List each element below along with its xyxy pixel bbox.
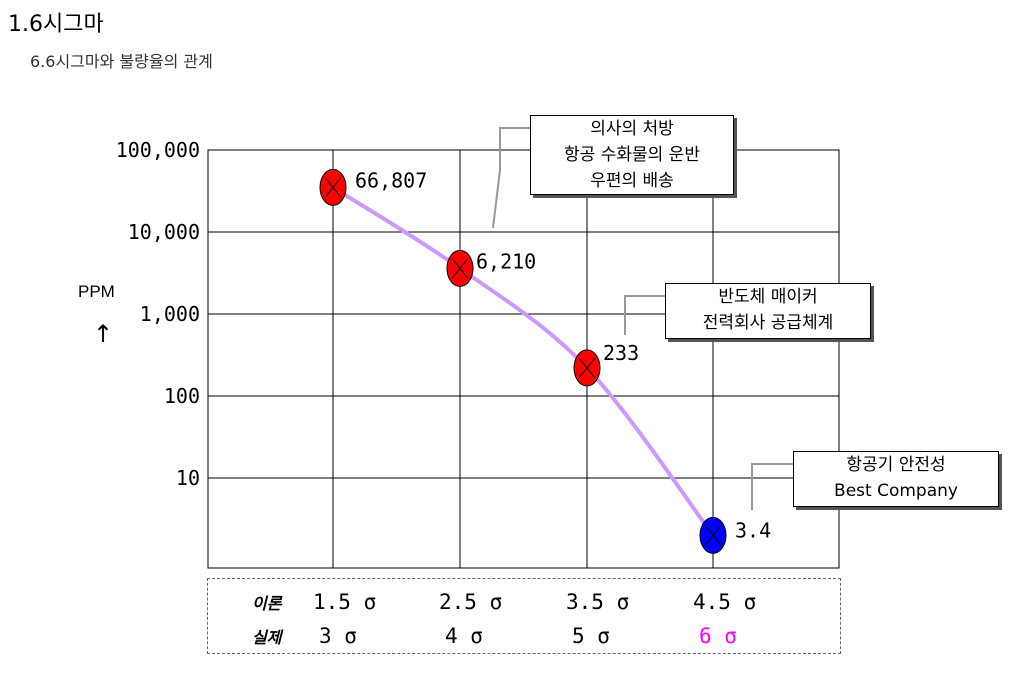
callout-line: Best Company bbox=[834, 481, 958, 501]
y-axis-arrow: ↑ bbox=[93, 320, 114, 348]
y-tick-label: 1,000 bbox=[140, 302, 200, 326]
page-title: 1.6시그마 bbox=[8, 12, 104, 37]
data-points bbox=[319, 168, 727, 554]
actual-row-label: 실제 bbox=[252, 628, 282, 647]
callout-line: 반도체 매이커 bbox=[718, 287, 818, 307]
callout-line: 우편의 배송 bbox=[590, 171, 674, 191]
callout-leader bbox=[624, 295, 665, 335]
y-tick-label: 100 bbox=[164, 384, 200, 408]
theory-row-label: 이론 bbox=[252, 594, 282, 613]
data-point-marker bbox=[573, 349, 601, 387]
actual-sigma: 5 σ bbox=[572, 624, 610, 648]
theory-sigma: 1.5 σ bbox=[313, 590, 377, 614]
data-label: 66,807 bbox=[355, 168, 427, 192]
point-cross bbox=[324, 177, 342, 198]
chart-grid bbox=[207, 149, 840, 569]
theory-sigma: 3.5 σ bbox=[566, 590, 630, 614]
y-tick-label: 10 bbox=[176, 466, 200, 490]
series-line bbox=[331, 185, 715, 538]
y-tick-label: 100,000 bbox=[116, 138, 200, 162]
y-tick-labels: 100,000 10,000 1,000 100 10 bbox=[116, 138, 200, 490]
data-point-marker bbox=[319, 168, 347, 206]
callout-line: 항공기 안전성 bbox=[846, 455, 946, 475]
sigma-table bbox=[207, 578, 841, 654]
actual-sigma: 6 σ bbox=[699, 624, 737, 648]
data-label: 233 bbox=[603, 341, 639, 365]
data-label: 6,210 bbox=[476, 249, 536, 273]
data-point-marker bbox=[699, 516, 727, 554]
data-label: 3.4 bbox=[735, 518, 771, 542]
data-labels: 66,807 6,210 233 3.4 bbox=[355, 168, 771, 542]
callout-leader bbox=[751, 463, 793, 510]
data-point-marker bbox=[446, 249, 474, 287]
series-curve bbox=[331, 185, 715, 538]
callout-semiconductor: 반도체 매이커 전력회사 공급체계 bbox=[665, 283, 871, 339]
actual-sigma: 4 σ bbox=[445, 624, 483, 648]
page-subtitle: 6.6시그마와 불량율의 관계 bbox=[30, 52, 213, 71]
callout-medical: 의사의 처방 항공 수화물의 운반 우편의 배송 bbox=[530, 115, 734, 195]
actual-sigma: 3 σ bbox=[319, 624, 357, 648]
point-cross bbox=[578, 357, 596, 379]
callout-line: 의사의 처방 bbox=[590, 119, 674, 139]
callout-aviation: 항공기 안전성 Best Company bbox=[793, 451, 999, 507]
point-cross bbox=[451, 258, 469, 279]
theory-sigma: 2.5 σ bbox=[439, 590, 503, 614]
point-cross bbox=[704, 525, 722, 546]
callout-line: 항공 수화물의 운반 bbox=[564, 145, 700, 165]
callout-leader bbox=[492, 127, 530, 229]
y-axis-label: PPM bbox=[78, 282, 115, 301]
theory-sigma: 4.5 σ bbox=[693, 590, 757, 614]
callout-leaders bbox=[492, 127, 793, 510]
callout-line: 전력회사 공급체계 bbox=[702, 313, 834, 333]
y-tick-label: 10,000 bbox=[128, 220, 200, 244]
plot-frame bbox=[207, 149, 840, 569]
